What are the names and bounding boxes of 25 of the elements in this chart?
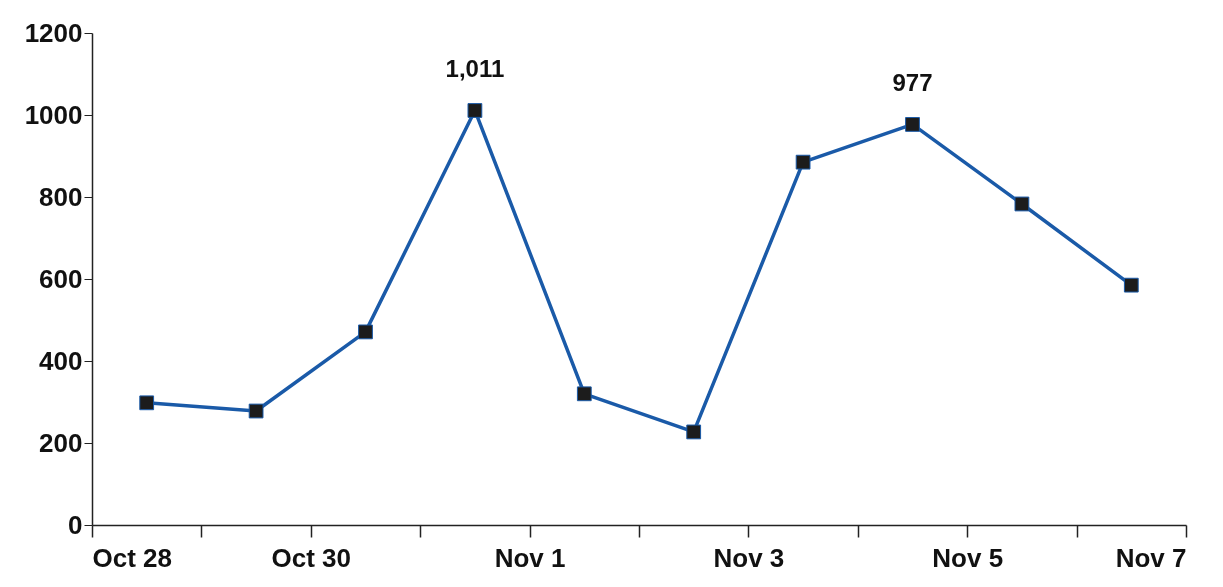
x-tick-label: Nov 7 bbox=[1115, 542, 1187, 573]
point bbox=[1014, 196, 1030, 212]
point bbox=[686, 424, 702, 440]
data-label: 977 bbox=[892, 69, 933, 97]
point bbox=[576, 386, 592, 402]
x-tick-label: Nov 1 bbox=[494, 542, 566, 573]
data-label: 1,011 bbox=[445, 55, 505, 83]
point bbox=[139, 395, 155, 411]
point bbox=[905, 117, 920, 132]
y-tick-label: 200 bbox=[39, 427, 83, 458]
x-tick-label: Nov 5 bbox=[932, 542, 1004, 573]
x-tick-label: Nov 3 bbox=[713, 542, 785, 573]
point bbox=[795, 154, 811, 170]
point bbox=[358, 324, 373, 340]
y-tick-label: 1200 bbox=[24, 17, 83, 48]
y-tick-label: 0 bbox=[68, 509, 83, 540]
point bbox=[248, 403, 264, 419]
y-tick-label: 600 bbox=[39, 263, 83, 294]
x-tick-label: Oct 28 bbox=[92, 542, 172, 573]
point bbox=[1123, 277, 1139, 293]
x-tick-label: Oct 30 bbox=[271, 542, 352, 573]
y-tick-label: 1000 bbox=[24, 99, 83, 130]
point bbox=[467, 103, 483, 118]
y-tick-label: 800 bbox=[39, 181, 83, 212]
y-tick-label: 400 bbox=[39, 345, 83, 376]
